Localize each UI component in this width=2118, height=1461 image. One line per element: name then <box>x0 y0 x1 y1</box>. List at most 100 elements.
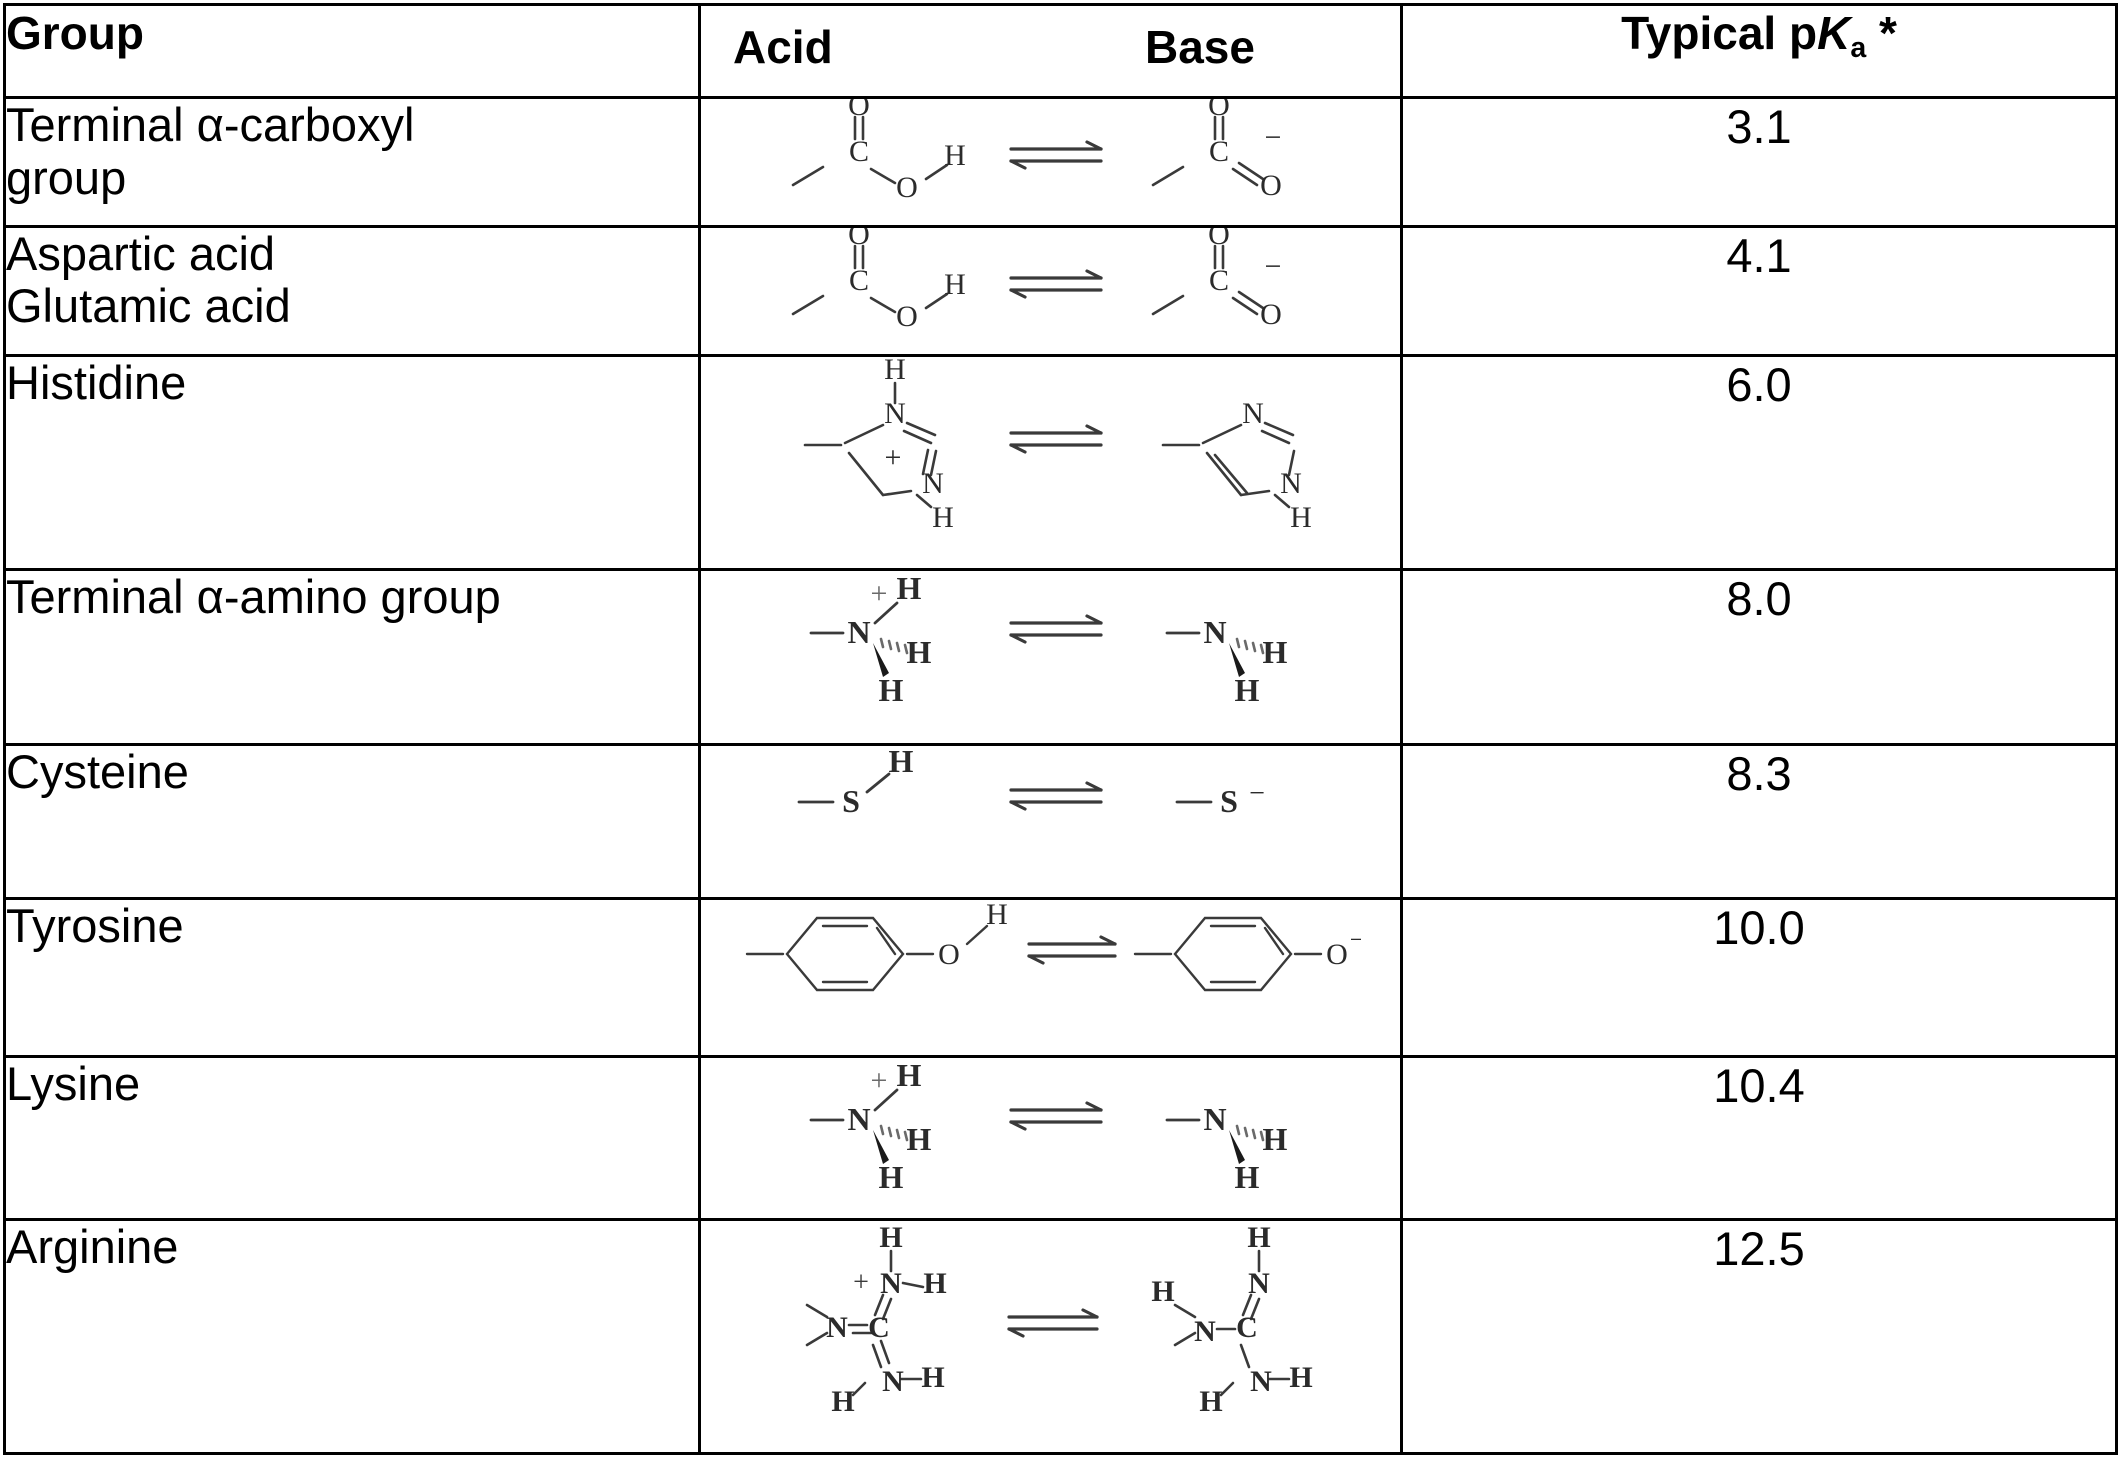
carboxyl-equilibrium-diagram: O C O H O C O − <box>791 99 1282 204</box>
atom-label-N: N <box>847 614 870 650</box>
structure-cell-carboxyl: O C O H O C O − <box>698 95 1403 228</box>
carboxyl-equilibrium-diagram: O C O H O C O − <box>791 228 1282 333</box>
atom-label-N: N <box>1194 1315 1216 1348</box>
amino-acid-pka-table: Group Acid Base Typical pKa * Terminal α… <box>3 3 2118 1455</box>
group-name-line1: Terminal α-carboxyl <box>6 97 415 151</box>
atom-label-O: O <box>848 99 870 122</box>
structure-cell-amino: N H H H N H H + <box>698 1055 1403 1222</box>
amino-equilibrium-diagram: N H H H N H H + <box>809 571 1287 708</box>
pka-value-cell: 10.0 <box>1400 896 2118 1059</box>
atom-label-N: N <box>1203 614 1226 650</box>
pka-value-cell: 4.1 <box>1400 224 2118 357</box>
table-row: Arginine <box>3 1218 2118 1455</box>
atom-label-H: H <box>1247 1221 1270 1254</box>
atom-label-H: H <box>1151 1275 1174 1308</box>
charge-label-plus: + <box>870 577 887 610</box>
pka-value-cell: 3.1 <box>1400 95 2118 228</box>
charge-label-plus: + <box>884 441 901 474</box>
header-acid: Acid <box>733 21 833 73</box>
structure-cell-amino: N H H H N H H + <box>698 567 1403 746</box>
structure-cell-guanidinium: H N H N C N H H H N N C H N H H <box>698 1218 1403 1455</box>
group-name-cell: Arginine <box>3 1218 701 1455</box>
table-row: Cysteine S H S − <box>3 742 2118 900</box>
atom-label-H: H <box>896 1058 921 1093</box>
atom-label-H: H <box>831 1385 854 1418</box>
group-name-line1: Cysteine <box>6 744 189 798</box>
header-base: Base <box>1145 21 1255 73</box>
atom-label-O: O <box>896 171 918 204</box>
structure-cell-imidazole: H N + N H N N H <box>698 353 1403 571</box>
header-pka-footnote-marker: * <box>1878 7 1897 59</box>
atom-label-H: H <box>888 746 913 779</box>
atom-label-H: H <box>944 268 966 301</box>
atom-label-O: O <box>1208 99 1230 122</box>
atom-label-H: H <box>1199 1385 1222 1418</box>
wedge-bond <box>1228 1130 1245 1165</box>
atom-label-H: H <box>879 1221 902 1254</box>
atom-label-O: O <box>1260 298 1282 331</box>
group-name-line1: Terminal α-amino group <box>6 569 501 623</box>
pka-value-cell: 8.0 <box>1400 567 2118 746</box>
group-name-line1: Histidine <box>6 355 187 409</box>
atom-label-O: O <box>1208 228 1230 251</box>
charge-label-minus: − <box>1264 250 1281 283</box>
atom-label-H: H <box>884 357 906 386</box>
wedge-bond <box>872 642 889 677</box>
atom-label-H: H <box>944 139 966 172</box>
guanidinium-equilibrium-diagram: H N H N C N H H H N N C H N H H <box>805 1221 1312 1418</box>
atom-label-O: O <box>1326 938 1348 971</box>
pka-table-sheet: Group Acid Base Typical pKa * Terminal α… <box>0 3 2118 1461</box>
wedge-bond <box>872 1130 889 1165</box>
atom-label-N: N <box>847 1101 870 1137</box>
pka-value-cell: 8.3 <box>1400 742 2118 900</box>
atom-label-H: H <box>906 634 931 670</box>
group-name-line2: group <box>6 150 127 204</box>
group-name-cell: Tyrosine <box>3 896 701 1059</box>
pka-value-cell: 10.4 <box>1400 1055 2118 1222</box>
imidazole-equilibrium-diagram: H N + N H N N H <box>803 357 1312 534</box>
group-name-cell: Histidine <box>3 353 701 571</box>
pka-value-cell: 6.0 <box>1400 353 2118 571</box>
group-name-line1: Arginine <box>6 1220 179 1274</box>
header-pka-prefix: Typical p <box>1621 7 1818 59</box>
thiol-equilibrium-diagram: S H S − <box>797 746 1265 819</box>
atom-label-N: N <box>880 1267 902 1300</box>
atom-label-C: C <box>868 1311 890 1344</box>
amino-equilibrium-diagram: N H H H N H H + <box>809 1058 1287 1195</box>
atom-label-N: N <box>884 397 906 430</box>
group-name-line1: Tyrosine <box>6 898 184 952</box>
header-acid-base: Acid Base <box>698 3 1403 99</box>
atom-label-O: O <box>938 938 960 971</box>
atom-label-C: C <box>1208 135 1228 168</box>
atom-label-N: N <box>1203 1101 1226 1137</box>
table-header-row: Group Acid Base Typical pKa * <box>3 3 2118 99</box>
header-pka: Typical pKa * <box>1400 3 2118 99</box>
atom-label-H: H <box>878 672 903 708</box>
table-row: Terminal α-amino group <box>3 567 2118 746</box>
phenol-equilibrium-diagram: O H O − <box>745 900 1361 992</box>
atom-label-S: S <box>1220 783 1238 819</box>
atom-label-N: N <box>1248 1267 1270 1300</box>
atom-label-O: O <box>1260 169 1282 202</box>
atom-label-H: H <box>1290 501 1312 534</box>
header-pka-subscript: a <box>1850 31 1867 64</box>
atom-label-N: N <box>922 467 944 500</box>
table-row: Histidine <box>3 353 2118 571</box>
table-row: Tyrosine <box>3 896 2118 1059</box>
atom-label-C: C <box>1208 264 1228 297</box>
header-pka-k: K <box>1817 7 1851 59</box>
atom-label-H: H <box>896 571 921 606</box>
table-row: Lysine <box>3 1055 2118 1222</box>
group-name-line1: Aspartic acid <box>6 226 276 280</box>
charge-label-minus: − <box>1249 778 1265 809</box>
charge-label-plus: + <box>853 1267 869 1298</box>
structure-cell-phenol: O H O − <box>698 896 1403 1059</box>
atom-label-H: H <box>1289 1361 1312 1394</box>
atom-label-H: H <box>921 1361 944 1394</box>
group-name-line2: Glutamic acid <box>6 279 291 333</box>
atom-label-S: S <box>842 783 860 819</box>
charge-label-minus: − <box>1264 121 1281 154</box>
atom-label-N: N <box>1250 1365 1272 1398</box>
pka-value-cell: 12.5 <box>1400 1218 2118 1455</box>
group-name-cell: Terminal α-carboxyl group <box>3 95 701 228</box>
